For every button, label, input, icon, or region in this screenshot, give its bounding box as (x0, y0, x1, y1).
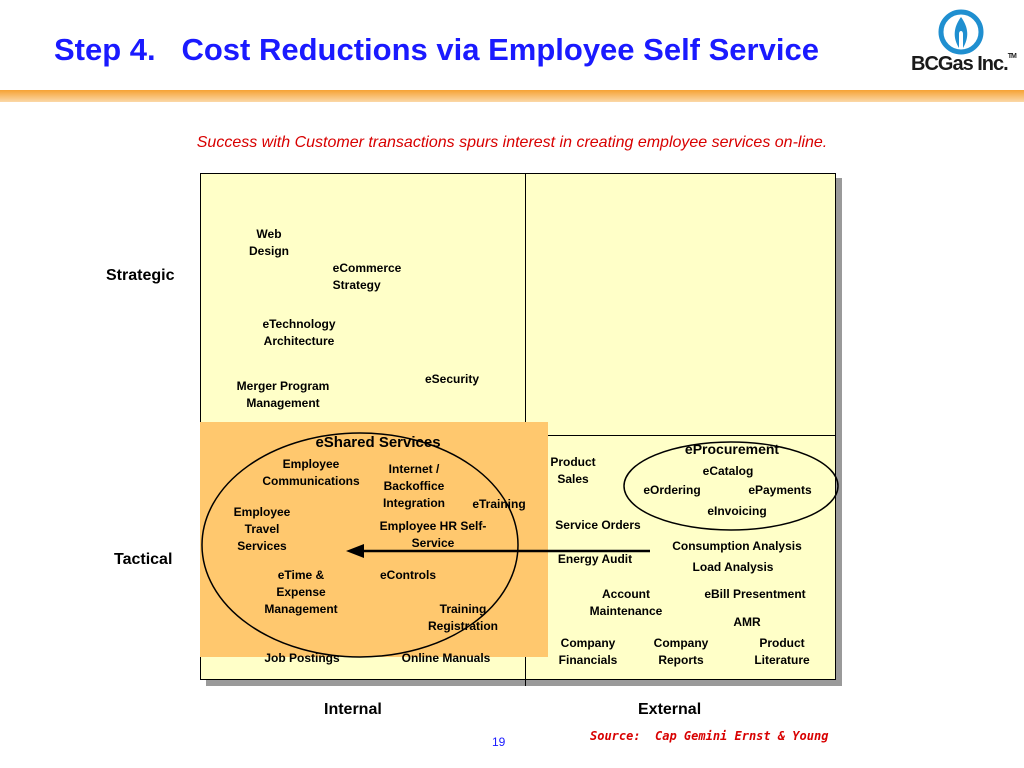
arrow-head (346, 544, 364, 558)
item-esecurity: eSecurity (424, 372, 480, 386)
item-training-registration: Training Registration (427, 602, 499, 633)
item-epayments: ePayments (748, 483, 812, 497)
item-merger-program-management: Merger Program Management (236, 379, 330, 410)
item-employee-communications: Employee Communications (262, 457, 360, 488)
item-web-design: Web Design (248, 227, 290, 258)
subtitle: Success with Customer transactions spurs… (196, 134, 828, 151)
eprocurement-ellipse (623, 441, 839, 531)
item-eordering: eOrdering (643, 483, 701, 497)
item-ecommerce-strategy: eCommerce Strategy (332, 261, 402, 292)
eprocurement-title: eProcurement (684, 441, 780, 457)
item-ecatalog: eCatalog (702, 464, 754, 478)
company-logo: BCGas Inc.TM (911, 53, 1017, 76)
axis-label-external: External (638, 701, 702, 718)
logo-name: BCGas Inc. (911, 53, 1009, 75)
axis-label-tactical: Tactical (114, 551, 173, 568)
item-company-financials: Company Financials (558, 636, 618, 667)
item-service-orders: Service Orders (555, 518, 641, 532)
item-online-manuals: Online Manuals (401, 651, 491, 665)
item-energy-audit: Energy Audit (557, 552, 633, 566)
page-title: Step 4. Cost Reductions via Employee Sel… (54, 32, 819, 67)
item-etraining: eTraining (472, 497, 526, 511)
quadrant-tactical-external (525, 435, 836, 680)
item-ebill-presentment: eBill Presentment (704, 587, 806, 601)
item-etime-expense-management: eTime & Expense Management (264, 568, 338, 616)
axis-divider-tick (525, 680, 526, 686)
page-number: 19 (492, 735, 506, 749)
logo-trademark: TM (1007, 53, 1017, 60)
item-account-maintenance: Account Maintenance (589, 587, 663, 618)
eshared-services-title: eShared Services (315, 434, 441, 451)
axis-label-internal: Internal (324, 701, 382, 718)
item-internet-backoffice: Internet / Backoffice Integration (383, 462, 445, 510)
eshared-services-ellipse (201, 432, 519, 658)
quadrant-strategic-internal (200, 173, 526, 436)
item-etechnology-architecture: eTechnology Architecture (262, 317, 336, 348)
item-amr: AMR (733, 615, 761, 629)
item-product-literature: Product Literature (754, 636, 810, 667)
item-company-reports: Company Reports (653, 636, 709, 667)
quadrant-strategic-external (525, 173, 836, 436)
item-employee-travel-services: Employee Travel Services (233, 505, 291, 553)
source-citation: Source: Cap Gemini Ernst & Young (590, 729, 829, 743)
item-load-analysis: Load Analysis (692, 560, 774, 574)
eshared-services-box (200, 422, 548, 657)
item-employee-hr-self-service: Employee HR Self- Service (379, 519, 487, 550)
axis-label-strategic: Strategic (106, 267, 175, 284)
gas-flame-icon (938, 9, 984, 55)
header-accent-bar (0, 90, 1024, 102)
item-product-sales: Product Sales (550, 455, 596, 486)
item-einvoicing: eInvoicing (707, 504, 767, 518)
item-econtrols: eControls (379, 568, 437, 582)
item-consumption-analysis: Consumption Analysis (672, 539, 802, 553)
item-job-postings: Job Postings (264, 651, 340, 665)
